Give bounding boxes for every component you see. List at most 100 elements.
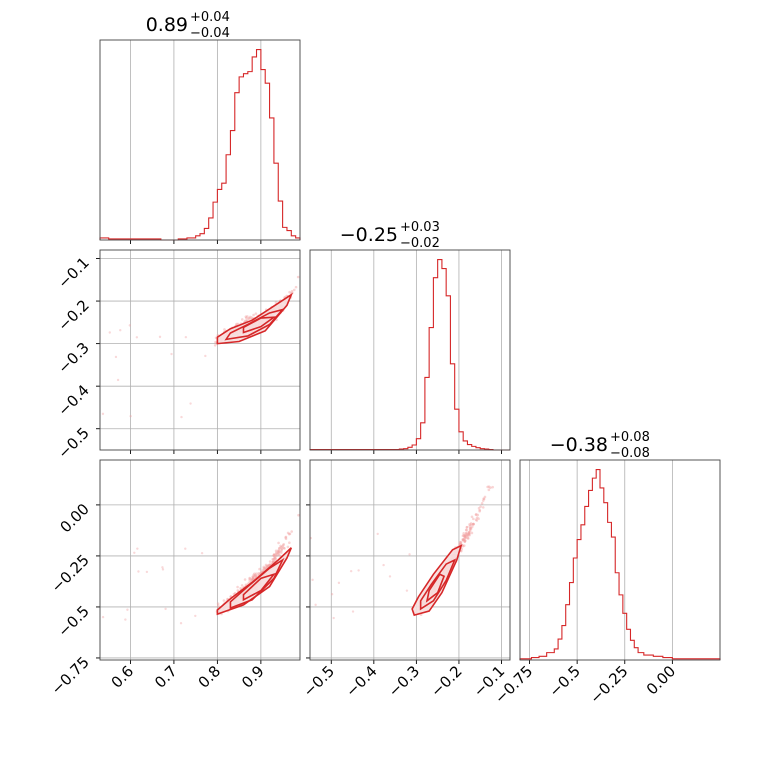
sample-point (296, 275, 300, 279)
sample-point (268, 563, 271, 567)
sample-point (483, 495, 487, 499)
sample-point (461, 538, 465, 542)
panel-title-plus: +0.04 (190, 10, 230, 25)
outlier-point (311, 578, 314, 582)
sample-point (252, 575, 255, 578)
sample-point (250, 578, 254, 582)
sample-point (252, 573, 255, 577)
sample-point (214, 340, 217, 344)
y-tick-label: −0.5 (54, 602, 92, 640)
sample-point (278, 546, 282, 550)
sample-point (468, 533, 471, 537)
outlier-point (114, 355, 118, 359)
sample-point (278, 554, 281, 557)
sample-points (101, 275, 300, 419)
outlier-point (161, 568, 165, 571)
x-tick-label: 0.9 (238, 662, 268, 692)
x-tick-label: −0.3 (385, 662, 423, 700)
sample-point (469, 526, 472, 530)
outlier-point (128, 324, 131, 327)
sample-point (272, 554, 276, 557)
sample-point (273, 556, 277, 559)
sample-point (272, 554, 275, 557)
panel-title-minus: −0.04 (190, 26, 230, 41)
sample-point (297, 513, 300, 517)
sample-point (481, 506, 485, 509)
sample-point (486, 485, 489, 489)
sample-point (254, 312, 258, 315)
sample-point (247, 317, 251, 320)
sample-point (248, 577, 252, 580)
panel-corner-1-1: 0.89 +0.04−0.04 (99, 10, 301, 244)
sample-point (272, 554, 276, 557)
sample-point (240, 318, 244, 321)
outlier-point (136, 547, 139, 550)
sample-point (463, 534, 467, 538)
sample-point (469, 522, 473, 525)
outlier-point (108, 331, 111, 334)
sample-point (468, 529, 472, 533)
outlier-point (101, 615, 105, 619)
sample-point (263, 567, 266, 571)
sample-point (462, 532, 465, 535)
sample-point (235, 322, 238, 326)
sample-point (472, 522, 475, 526)
sample-point (258, 567, 261, 571)
panel-frame (309, 459, 511, 661)
sample-point (236, 589, 240, 592)
sample-point (471, 523, 475, 526)
x-tick-label: −0.5 (545, 662, 583, 700)
outlier-point (408, 553, 411, 556)
sample-point (463, 540, 467, 544)
sample-point (250, 577, 254, 581)
sample-point (266, 564, 270, 567)
outlier-point (101, 412, 105, 416)
sample-point (464, 536, 467, 540)
panel-title-value: −0.25 (340, 224, 398, 246)
histogram-step (309, 258, 510, 451)
sample-point (464, 532, 468, 535)
sample-point (274, 553, 277, 556)
sample-point (245, 318, 249, 322)
sample-point (273, 556, 277, 560)
sample-point (286, 545, 290, 549)
sample-point (264, 565, 268, 569)
sample-point (474, 518, 478, 522)
sample-point (216, 604, 220, 608)
outlier-point (200, 551, 204, 555)
sample-point (271, 557, 274, 561)
sample-point (463, 539, 467, 543)
sample-point (277, 550, 281, 553)
sample-point (263, 566, 267, 570)
sample-point (213, 343, 217, 347)
sample-point (273, 556, 276, 559)
sample-point (266, 565, 269, 568)
panel-title-minus: −0.02 (400, 236, 440, 251)
x-tick-label: −0.25 (586, 662, 631, 707)
outlier-point (133, 551, 136, 554)
sample-point (481, 499, 485, 502)
outlier-point (314, 603, 317, 607)
sample-point (248, 317, 251, 320)
sample-point (236, 585, 239, 589)
sample-point (276, 549, 280, 553)
sample-point (248, 315, 252, 319)
sample-point (480, 502, 484, 505)
sample-point (464, 531, 468, 535)
x-tick-label: −0.5 (300, 662, 338, 700)
sample-point (272, 558, 275, 561)
sample-point (257, 571, 260, 575)
sample-point (459, 549, 463, 553)
sample-point (468, 530, 471, 534)
sample-point (462, 544, 466, 547)
sample-point (282, 542, 285, 546)
sample-point (470, 531, 474, 535)
sample-point (466, 537, 470, 540)
outlier-point (376, 532, 379, 536)
density-contour (216, 292, 294, 345)
sample-point (464, 536, 468, 539)
sample-point (477, 517, 480, 520)
sample-point (277, 552, 280, 556)
panel-title-plus: +0.08 (610, 430, 650, 445)
y-tick-label: −0.3 (54, 339, 92, 377)
